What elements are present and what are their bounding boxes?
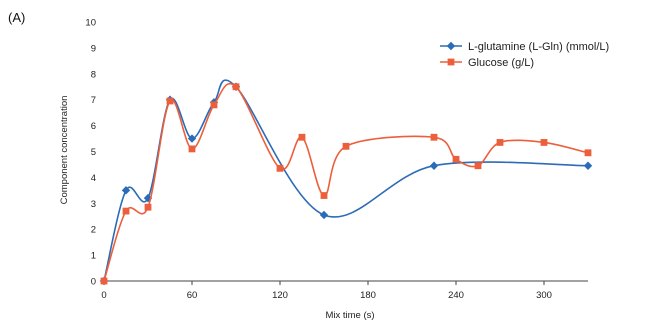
data-point-glucose xyxy=(584,149,592,157)
data-point-glucose xyxy=(298,133,306,141)
data-point-glucose xyxy=(122,207,130,215)
data-point-glutamine xyxy=(121,186,131,195)
data-point-glucose xyxy=(232,83,240,91)
axes xyxy=(103,280,588,285)
legend-label-glutamine: L-glutamine (L-Gln) (mmol/L) xyxy=(468,41,609,53)
y-tick-label: 2 xyxy=(91,225,96,236)
data-point-glucose xyxy=(100,277,108,285)
x-tick-label: 240 xyxy=(448,290,464,301)
x-tick-label: 60 xyxy=(187,290,198,301)
data-point-glutamine xyxy=(319,210,329,220)
data-point-glucose xyxy=(540,139,548,146)
x-tick-label: 180 xyxy=(360,290,376,301)
data-point-glucose xyxy=(276,164,284,172)
data-point-glucose xyxy=(188,145,196,153)
y-tick-label: 7 xyxy=(91,95,96,106)
data-point-glucose xyxy=(210,101,218,109)
data-point-glucose xyxy=(144,203,152,211)
data-point-glucose xyxy=(320,192,328,199)
series-glucose xyxy=(100,82,592,285)
legend: L-glutamine (L-Gln) (mmol/L) Glucose (g/L… xyxy=(440,41,609,69)
data-point-glutamine xyxy=(187,134,197,143)
data-point-glutamine xyxy=(143,193,153,203)
y-tick-label: 0 xyxy=(91,277,96,288)
series-line-glutamine xyxy=(103,79,589,282)
y-axis-title: Component concentration xyxy=(59,96,70,205)
data-point-glucose xyxy=(452,155,460,163)
series-line-glucose xyxy=(103,82,589,282)
y-tick-label: 6 xyxy=(91,121,96,132)
data-point-glutamine xyxy=(429,161,439,170)
y-tick-labels: 0 1 2 3 4 5 6 7 8 9 10 xyxy=(85,18,96,288)
legend-label-glucose: Glucose (g/L) xyxy=(468,57,534,69)
x-tick-labels: 0 60 120 180 240 300 xyxy=(101,290,552,301)
y-tick-label: 10 xyxy=(85,18,96,29)
y-tick-label: 1 xyxy=(91,251,96,262)
y-tick-label: 3 xyxy=(91,199,96,210)
y-tick-label: 4 xyxy=(91,173,96,184)
y-tick-label: 9 xyxy=(91,43,96,54)
data-point-glucose xyxy=(474,162,482,170)
data-point-glucose xyxy=(496,139,504,146)
data-point-glucose xyxy=(166,97,174,105)
y-tick-label: 8 xyxy=(91,69,96,80)
data-point-glutamine xyxy=(583,161,593,170)
x-tick-label: 120 xyxy=(272,290,288,301)
x-tick-label: 300 xyxy=(536,290,552,301)
x-axis-title: Mix time (s) xyxy=(325,310,374,321)
data-point-glucose xyxy=(342,142,350,150)
x-tick-label: 0 xyxy=(101,290,106,301)
data-point-glucose xyxy=(430,133,438,141)
legend-marker-glucose xyxy=(447,58,455,66)
series-glutamine xyxy=(99,79,593,286)
panel-label: (A) xyxy=(8,10,25,25)
y-tick-label: 5 xyxy=(91,147,96,158)
legend-marker-glutamine xyxy=(446,41,456,51)
series-group xyxy=(99,79,593,286)
